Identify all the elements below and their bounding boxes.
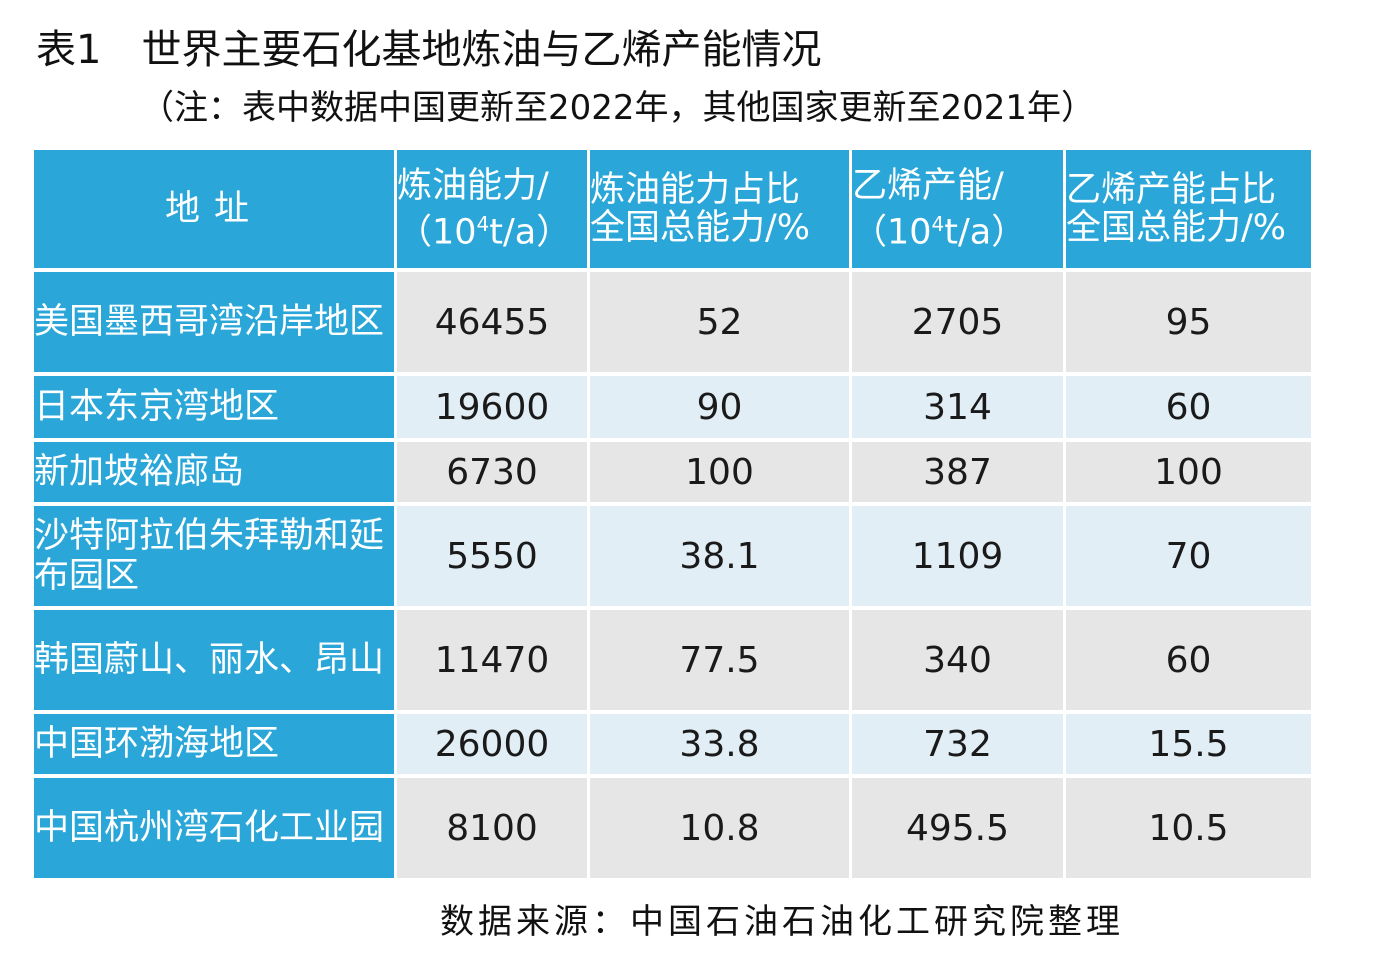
refining-capacity-cell: 6730 <box>397 442 590 506</box>
header-refining-capacity-unit-sup: 4 <box>476 211 490 236</box>
refining-capacity-cell: 5550 <box>397 506 590 610</box>
table-row: 中国杭州湾石化工业园 8100 10.8 495.5 10.5 <box>34 778 1311 878</box>
table-note: （注：表中数据中国更新至2022年，其他国家更新至2021年） <box>140 88 1096 128</box>
header-address: 地址 <box>34 150 397 272</box>
refining-capacity-cell: 46455 <box>397 272 590 376</box>
capacity-table: 地址 炼油能力/ （104t/a） 炼油能力占比 全国总能力/% 乙烯产能/ （… <box>34 150 1311 878</box>
ethylene-capacity-cell: 340 <box>852 610 1066 714</box>
header-ethylene-capacity-unit-b: t/a） <box>944 212 1027 253</box>
header-row: 地址 炼油能力/ （104t/a） 炼油能力占比 全国总能力/% 乙烯产能/ （… <box>34 150 1311 272</box>
header-refining-share-line2: 全国总能力/% <box>590 208 811 248</box>
address-cell: 沙特阿拉伯朱拜勒和延布园区 <box>34 506 397 610</box>
refining-capacity-cell: 11470 <box>397 610 590 714</box>
header-ethylene-share: 乙烯产能占比 全国总能力/% <box>1066 150 1311 272</box>
table-row: 新加坡裕廊岛 6730 100 387 100 <box>34 442 1311 506</box>
header-ethylene-capacity-unit-a: （10 <box>852 212 932 253</box>
refining-share-cell: 33.8 <box>590 714 852 778</box>
ethylene-capacity-cell: 2705 <box>852 272 1066 376</box>
ethylene-share-cell: 60 <box>1066 376 1311 442</box>
ethylene-capacity-cell: 732 <box>852 714 1066 778</box>
address-cell: 日本东京湾地区 <box>34 376 397 442</box>
ethylene-capacity-cell: 1109 <box>852 506 1066 610</box>
table-row: 日本东京湾地区 19600 90 314 60 <box>34 376 1311 442</box>
header-refining-share: 炼油能力占比 全国总能力/% <box>590 150 852 272</box>
header-refining-capacity-line2: （104t/a） <box>397 205 587 252</box>
header-ethylene-capacity-unit-sup: 4 <box>931 211 945 236</box>
header-ethylene-share-line2: 全国总能力/% <box>1066 208 1287 248</box>
header-refining-capacity-line1: 炼油能力/ <box>397 165 549 206</box>
ethylene-share-cell: 15.5 <box>1066 714 1311 778</box>
table-title: 表1 世界主要石化基地炼油与乙烯产能情况 <box>36 22 821 78</box>
ethylene-capacity-cell: 314 <box>852 376 1066 442</box>
header-ethylene-capacity-line1: 乙烯产能/ <box>852 165 1004 206</box>
refining-capacity-cell: 19600 <box>397 376 590 442</box>
header-ethylene-capacity: 乙烯产能/ （104t/a） <box>852 150 1066 272</box>
header-refining-capacity-unit-b: t/a） <box>489 212 572 253</box>
refining-share-cell: 10.8 <box>590 778 852 878</box>
address-cell: 中国杭州湾石化工业园 <box>34 778 397 878</box>
refining-share-cell: 38.1 <box>590 506 852 610</box>
refining-share-cell: 77.5 <box>590 610 852 714</box>
refining-share-cell: 90 <box>590 376 852 442</box>
ethylene-share-cell: 60 <box>1066 610 1311 714</box>
data-source: 数据来源：中国石油石油化工研究院整理 <box>440 902 1124 942</box>
address-cell: 新加坡裕廊岛 <box>34 442 397 506</box>
header-refining-capacity-unit-a: （10 <box>397 212 477 253</box>
header-ethylene-capacity-line2: （104t/a） <box>852 205 1063 252</box>
header-refining-capacity: 炼油能力/ （104t/a） <box>397 150 590 272</box>
ethylene-share-cell: 100 <box>1066 442 1311 506</box>
refining-capacity-cell: 26000 <box>397 714 590 778</box>
address-cell: 中国环渤海地区 <box>34 714 397 778</box>
refining-share-cell: 52 <box>590 272 852 376</box>
table-row: 沙特阿拉伯朱拜勒和延布园区 5550 38.1 1109 70 <box>34 506 1311 610</box>
table-row: 中国环渤海地区 26000 33.8 732 15.5 <box>34 714 1311 778</box>
table-title-text: 世界主要石化基地炼油与乙烯产能情况 <box>141 27 822 73</box>
ethylene-share-cell: 70 <box>1066 506 1311 610</box>
refining-share-cell: 100 <box>590 442 852 506</box>
header-refining-share-line1: 炼油能力占比 <box>590 170 801 210</box>
refining-capacity-cell: 8100 <box>397 778 590 878</box>
ethylene-capacity-cell: 495.5 <box>852 778 1066 878</box>
address-cell: 美国墨西哥湾沿岸地区 <box>34 272 397 376</box>
table-row: 美国墨西哥湾沿岸地区 46455 52 2705 95 <box>34 272 1311 376</box>
ethylene-share-cell: 95 <box>1066 272 1311 376</box>
ethylene-share-cell: 10.5 <box>1066 778 1311 878</box>
address-cell: 韩国蔚山、丽水、昂山 <box>34 610 397 714</box>
ethylene-capacity-cell: 387 <box>852 442 1066 506</box>
table-number: 表1 <box>36 27 102 73</box>
table-row: 韩国蔚山、丽水、昂山 11470 77.5 340 60 <box>34 610 1311 714</box>
header-ethylene-share-line1: 乙烯产能占比 <box>1066 170 1277 210</box>
